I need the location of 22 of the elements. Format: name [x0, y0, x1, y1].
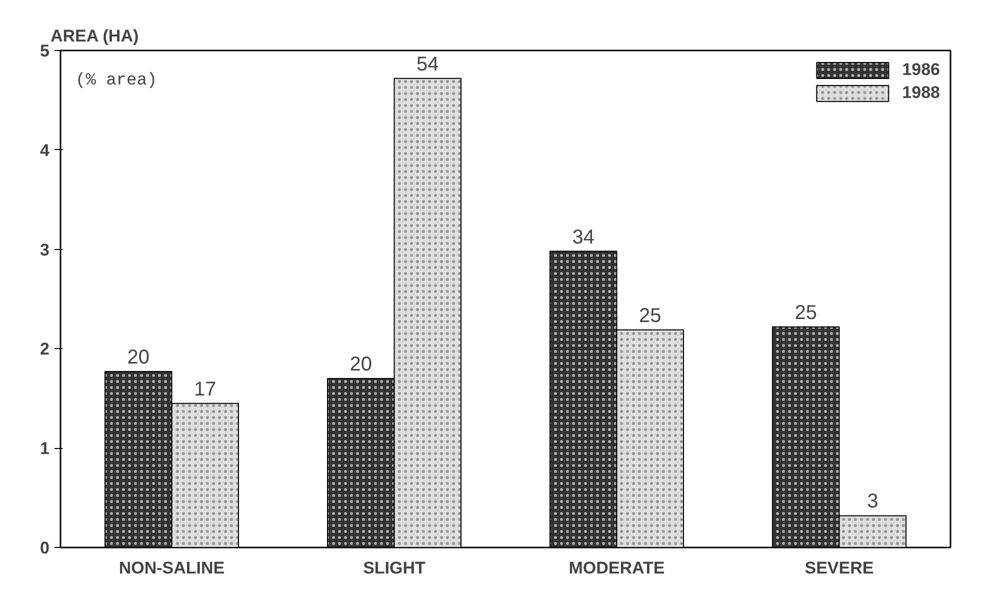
y-tick-label: 4 — [40, 140, 50, 160]
annotation: 54 — [416, 53, 439, 76]
annotation: 17 — [194, 378, 216, 400]
legend-label: 1986 — [902, 60, 940, 80]
x-tick-label: SEVERE — [804, 558, 874, 578]
annotation: 3 — [867, 490, 878, 513]
annotation: 20 — [127, 346, 150, 369]
y-axis-title: AREA (HA) — [50, 26, 139, 46]
x-tick-label: MODERATE — [568, 558, 665, 578]
y-tick-label: 3 — [40, 240, 50, 260]
y-tick-label: 5 — [40, 42, 50, 60]
annotation: 25 — [794, 302, 817, 324]
y-tick-label: 0 — [40, 538, 50, 558]
legend-label: 1988 — [902, 83, 940, 103]
x-tick-label: NON-SALINE — [118, 558, 225, 578]
y-tick-label: 1 — [40, 439, 50, 458]
annotation: 20 — [350, 354, 372, 376]
annotation: (% area) — [76, 72, 158, 90]
x-tick-label: SLIGHT — [363, 558, 426, 578]
annotation: 34 — [572, 226, 594, 248]
annotation: 25 — [639, 304, 662, 327]
y-tick-label: 2 — [40, 340, 50, 359]
